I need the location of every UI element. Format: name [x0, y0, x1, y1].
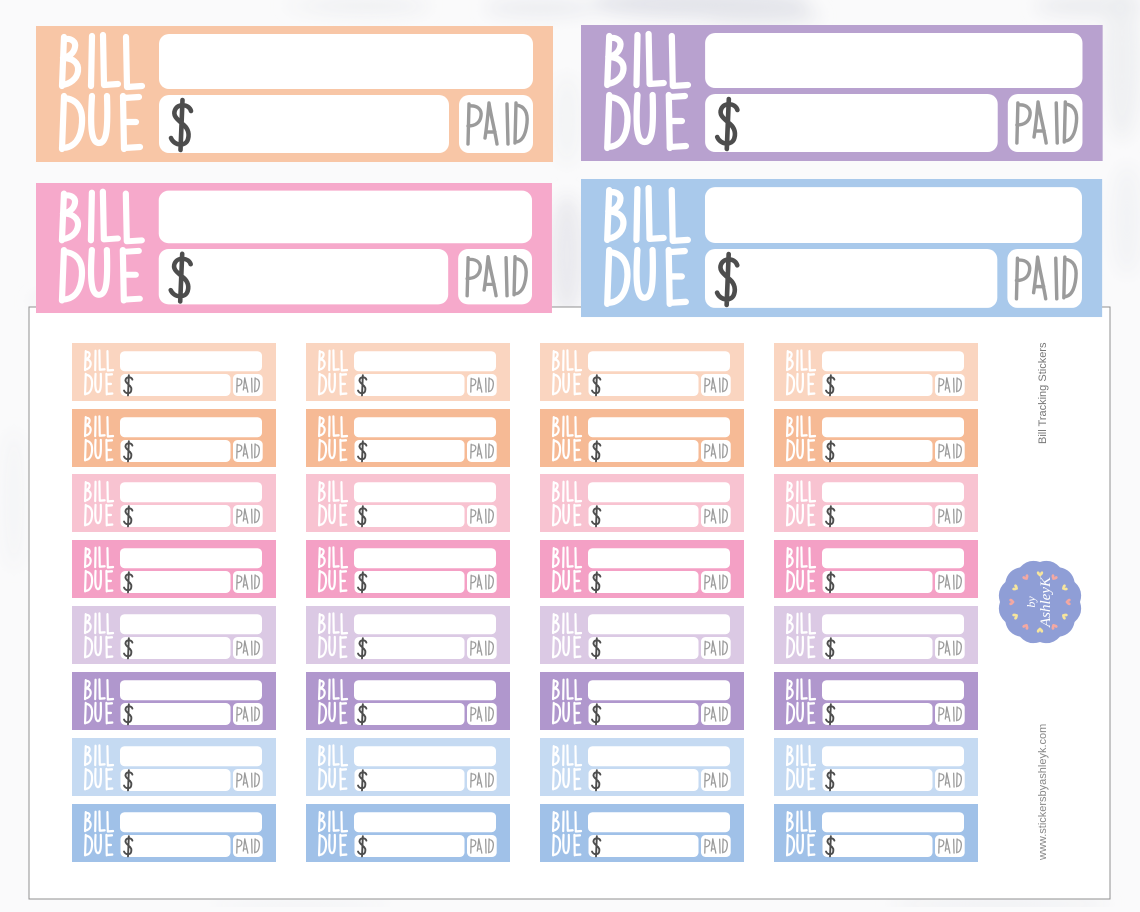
svg-text:AshleyK: AshleyK: [1038, 576, 1054, 628]
svg-text:www.stickersbyashleyk.com: www.stickersbyashleyk.com: [1037, 724, 1049, 861]
svg-text:by: by: [1024, 596, 1038, 608]
svg-text:Bill Tracking Stickers: Bill Tracking Stickers: [1037, 342, 1049, 444]
